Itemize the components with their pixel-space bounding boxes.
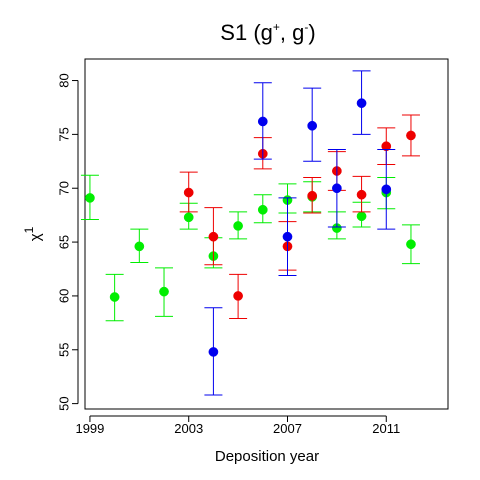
data-point bbox=[357, 212, 366, 221]
data-point bbox=[406, 131, 415, 140]
chart-title: S1 (g+, g-) bbox=[220, 20, 315, 45]
y-tick-label: 60 bbox=[56, 289, 71, 303]
data-point bbox=[209, 232, 218, 241]
x-tick-label: 1999 bbox=[75, 421, 104, 436]
data-point bbox=[159, 287, 168, 296]
data-point bbox=[234, 291, 243, 300]
data-point bbox=[258, 205, 267, 214]
chart-title-middle: , g bbox=[280, 20, 304, 45]
y-axis-title-sup: 1 bbox=[22, 226, 36, 233]
x-axis-title: Deposition year bbox=[215, 448, 319, 465]
y-tick-label: 75 bbox=[56, 127, 71, 141]
data-point bbox=[332, 184, 341, 193]
y-tick-label: 50 bbox=[56, 396, 71, 410]
data-point bbox=[110, 292, 119, 301]
chart-title-prefix: S1 (g bbox=[220, 20, 273, 45]
x-tick-label: 2003 bbox=[174, 421, 203, 436]
data-point bbox=[184, 188, 193, 197]
chart-title-suffix: ) bbox=[308, 20, 315, 45]
data-point bbox=[283, 232, 292, 241]
x-tick-label: 2007 bbox=[273, 421, 302, 436]
y-tick-label: 65 bbox=[56, 235, 71, 249]
data-point bbox=[258, 117, 267, 126]
y-axis-title-base: χ bbox=[27, 233, 44, 241]
data-point bbox=[184, 213, 193, 222]
data-point bbox=[209, 347, 218, 356]
data-point bbox=[382, 185, 391, 194]
data-point bbox=[234, 221, 243, 230]
data-point bbox=[135, 242, 144, 251]
y-tick-label: 55 bbox=[56, 343, 71, 357]
data-point bbox=[85, 193, 94, 202]
data-point bbox=[357, 190, 366, 199]
data-point bbox=[357, 99, 366, 108]
data-point bbox=[308, 121, 317, 130]
y-tick-label: 80 bbox=[56, 73, 71, 87]
data-point bbox=[308, 191, 317, 200]
y-tick-label: 70 bbox=[56, 181, 71, 195]
x-tick-label: 2011 bbox=[372, 421, 400, 436]
data-point bbox=[406, 240, 415, 249]
chart-title-sup-plus: + bbox=[273, 20, 280, 34]
